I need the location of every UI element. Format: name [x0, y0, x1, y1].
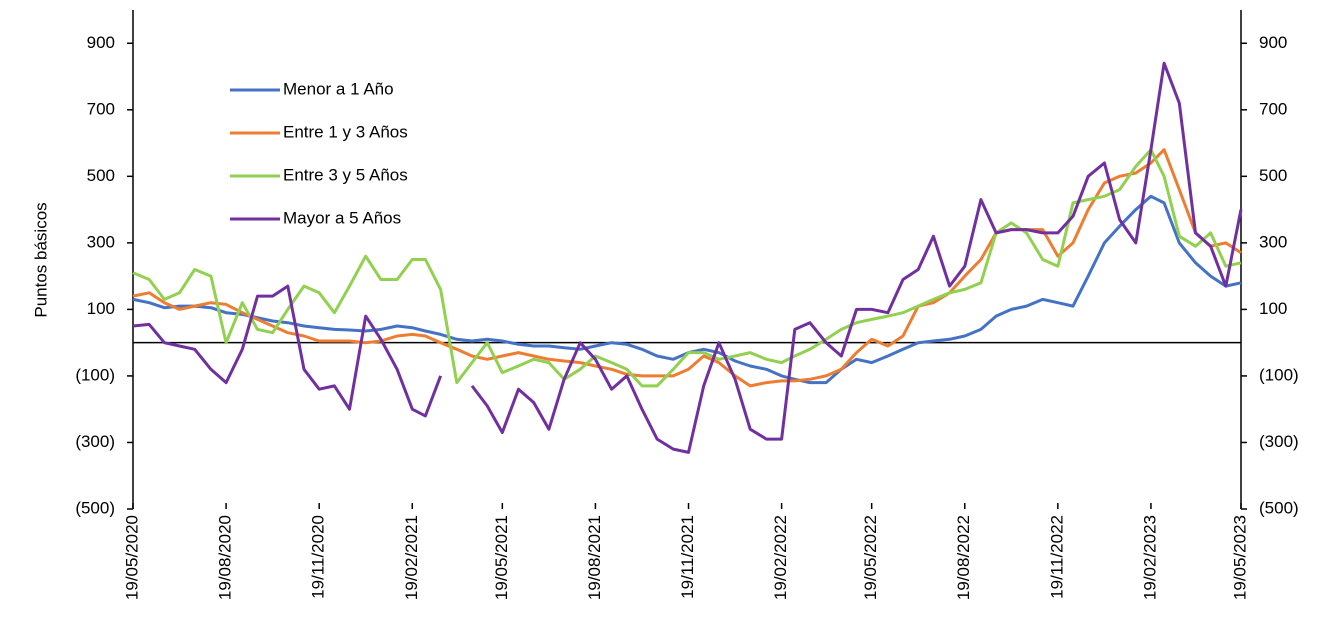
- y-tick-label: (300): [75, 432, 115, 451]
- x-tick-label: 19/02/2021: [402, 515, 421, 600]
- series-line: [132, 148, 1242, 388]
- y-tick-label: 700: [87, 99, 115, 118]
- y-tick-label: (500): [75, 498, 115, 517]
- legend-label: Mayor a 5 Años: [283, 208, 401, 227]
- y2-tick-label: (300): [1259, 432, 1299, 451]
- x-tick-label: 19/05/2022: [861, 515, 880, 600]
- y-tick-label: 100: [87, 299, 115, 318]
- x-tick-label: 19/08/2022: [954, 515, 973, 600]
- x-tick-label: 19/08/2020: [216, 515, 235, 600]
- x-tick-label: 19/05/2021: [492, 515, 511, 600]
- y2-tick-label: 900: [1259, 33, 1287, 52]
- y-tick-label: 500: [87, 166, 115, 185]
- x-tick-label: 19/11/2020: [309, 515, 328, 599]
- x-tick-label: 19/02/2023: [1140, 515, 1159, 600]
- x-tick-label: 19/08/2021: [585, 515, 604, 600]
- y-tick-label: 900: [87, 33, 115, 52]
- legend-label: Entre 3 y 5 Años: [283, 165, 408, 184]
- y2-tick-label: 300: [1259, 232, 1287, 251]
- x-tick-label: 19/11/2022: [1047, 515, 1066, 599]
- series-line: [132, 61, 1243, 454]
- x-tick-label: 19/05/2023: [1230, 515, 1249, 600]
- y2-tick-label: 100: [1259, 299, 1287, 318]
- series-line: [132, 148, 1242, 388]
- legend-label: Entre 1 y 3 Años: [283, 122, 408, 141]
- x-tick-label: 19/02/2022: [771, 515, 790, 600]
- y-tick-label: 300: [87, 232, 115, 251]
- y2-tick-label: (500): [1259, 498, 1299, 517]
- y2-tick-label: 700: [1259, 99, 1287, 118]
- x-tick-label: 19/11/2021: [678, 515, 697, 599]
- y2-tick-label: (100): [1259, 365, 1299, 384]
- y-axis-label: Puntos básicos: [31, 202, 50, 317]
- y2-tick-label: 500: [1259, 166, 1287, 185]
- y-tick-label: (100): [75, 365, 115, 384]
- legend-label: Menor a 1 Año: [283, 79, 394, 98]
- x-tick-label: 19/05/2020: [122, 515, 141, 600]
